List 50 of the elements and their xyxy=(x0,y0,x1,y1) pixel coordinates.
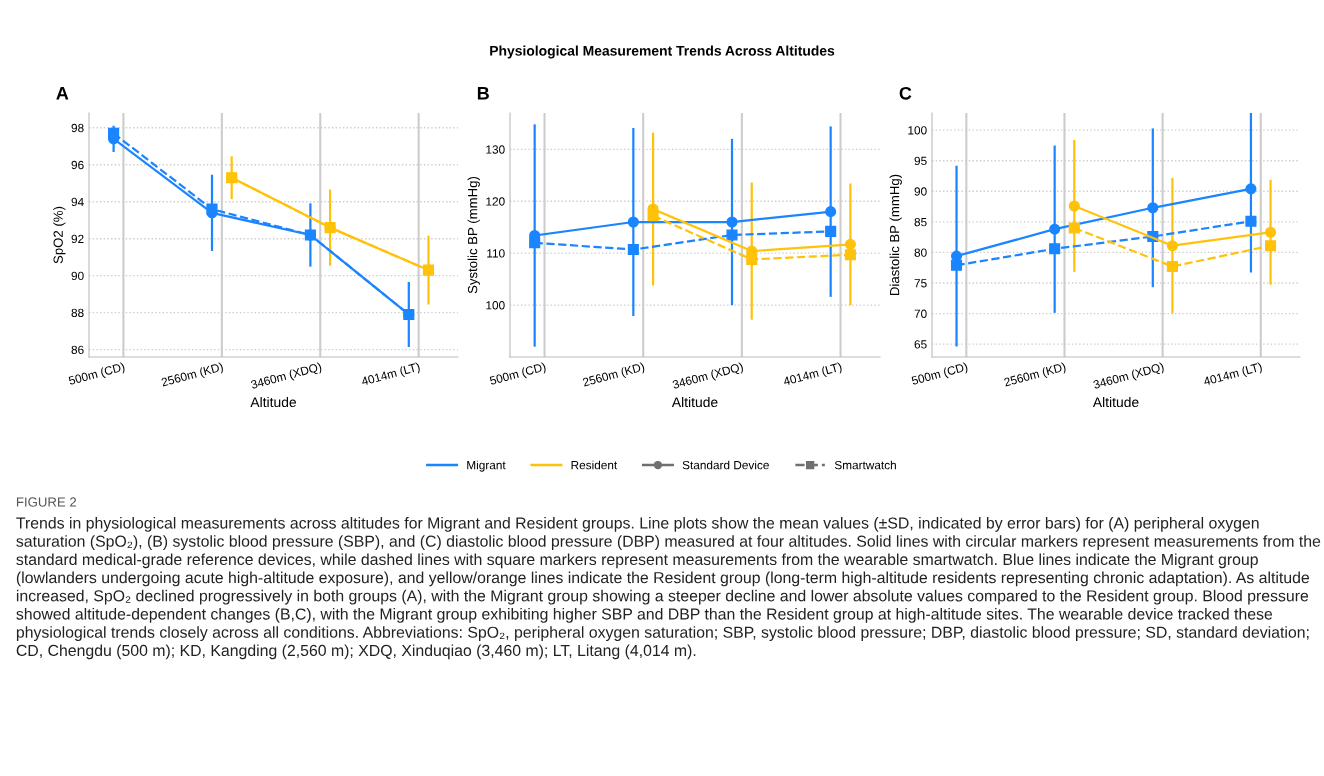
y-tick-label: 88 xyxy=(71,308,84,318)
legend-label: Migrant xyxy=(467,460,506,472)
y-tick-label: 80 xyxy=(914,248,927,257)
legend-label: Standard Device xyxy=(682,460,769,470)
x-tick-label: 4014m (LT) xyxy=(782,362,843,388)
legend-label: Resident xyxy=(571,460,618,470)
point xyxy=(206,203,218,215)
y-axis-title: Systolic BP (mmHg) xyxy=(467,176,480,294)
legend-label: Smartwatch xyxy=(834,460,896,470)
y-tick-label: 110 xyxy=(487,249,505,258)
y-tick-label: 130 xyxy=(486,145,505,154)
y-tick-label: 96 xyxy=(71,160,84,170)
y-tick-label: 98 xyxy=(71,123,84,133)
x-tick-label: 3460m (XDQ) xyxy=(671,362,745,392)
point xyxy=(108,127,120,139)
x-tick-label: 500m (CD) xyxy=(489,362,547,388)
y-tick-label: 100 xyxy=(486,301,505,310)
text: Physiological Measurement Trends Across Altitudes xyxy=(490,45,835,59)
y-tick-label: 65 xyxy=(914,340,927,349)
y-tick-label: 94 xyxy=(71,197,84,207)
chart-title: C xyxy=(899,86,912,100)
y-tick-label: 75 xyxy=(914,279,927,288)
y-axis-title: Diastolic BP (mmHg) xyxy=(889,174,902,296)
x-tick-label: 4014m (LT) xyxy=(360,362,421,388)
y-tick-label: 86 xyxy=(71,345,84,354)
x-axis-title: Altitude xyxy=(671,396,718,408)
x-tick-label: 3460m (XDQ) xyxy=(1092,362,1165,392)
chart-title: A xyxy=(56,87,69,100)
y-tick-label: 92 xyxy=(71,234,84,244)
x-tick-label: 500m (CD) xyxy=(911,362,969,388)
y-tick-label: 70 xyxy=(914,309,927,318)
point xyxy=(403,308,415,321)
y-tick-label: 85 xyxy=(914,217,927,227)
x-axis-title: Altitude xyxy=(250,396,297,408)
y-tick-label: 90 xyxy=(914,187,927,196)
y-tick-label: 120 xyxy=(486,197,505,206)
y-tick-label: 100 xyxy=(908,126,927,135)
caption: FIGURE 2 xyxy=(16,497,77,507)
y-tick-label: 95 xyxy=(914,156,927,166)
chart-title: B xyxy=(477,87,489,100)
y-tick-label: 90 xyxy=(71,271,84,281)
y-axis-title: SpO2 (%) xyxy=(53,206,66,264)
x-tick-label: 3460m (XDQ) xyxy=(250,362,323,392)
x-tick-label: 2560m (KD) xyxy=(582,362,646,389)
x-tick-label: 2560m (KD) xyxy=(1003,362,1067,389)
text: Trends in physiological measurements across altitudes for Migrant and Resident groups. Line plots show the mean values (±SD, indicated by error bars) for (A) peripheral oxygen saturation (SpO₂), (B) systolic blood pressure (SBP), and (C) diastolic blood pressure (DBP) measured at four altitudes. Solid lines with circular markers represent measurements from the standard medical-grade reference devices, while dashed lines with square markers represent measurements from the wearable smartwatch. Blue lines indicate the Migrant group (lowlanders undergoing acute high-altitude exposure), and yellow/orange lines indicate the Resident group (long-term high-altitude residents representing chronic adaptation). As altitude increased, SpO₂ declined progressively in both groups (A), with the Migrant group showing a steeper decline and lower absolute values compared to the Resident group. Blood pressure showed altitude-dependent changes (B,C), with the Migrant group exhibiting higher SBP and DBP than the Resident group at high-altitude sites. The wearable device tracked these physiological trends closely across all conditions. Abbreviations: SpO₂, peripheral oxygen saturation; SBP, systolic blood pressure; DBP, diastolic blood pressure; SD, standard deviation; CD, Chengdu (500 m); KD, Kangding (2,560 m); XDQ, Xinduqiao (3,460 m); LT, Litang (4,014 m). xyxy=(16,517,1321,660)
x-tick-label: 2560m (KD) xyxy=(160,362,224,389)
x-tick-label: 500m (CD) xyxy=(68,362,126,388)
x-axis-title: Altitude xyxy=(1092,396,1139,408)
x-tick-label: 4014m (LT) xyxy=(1202,362,1263,388)
